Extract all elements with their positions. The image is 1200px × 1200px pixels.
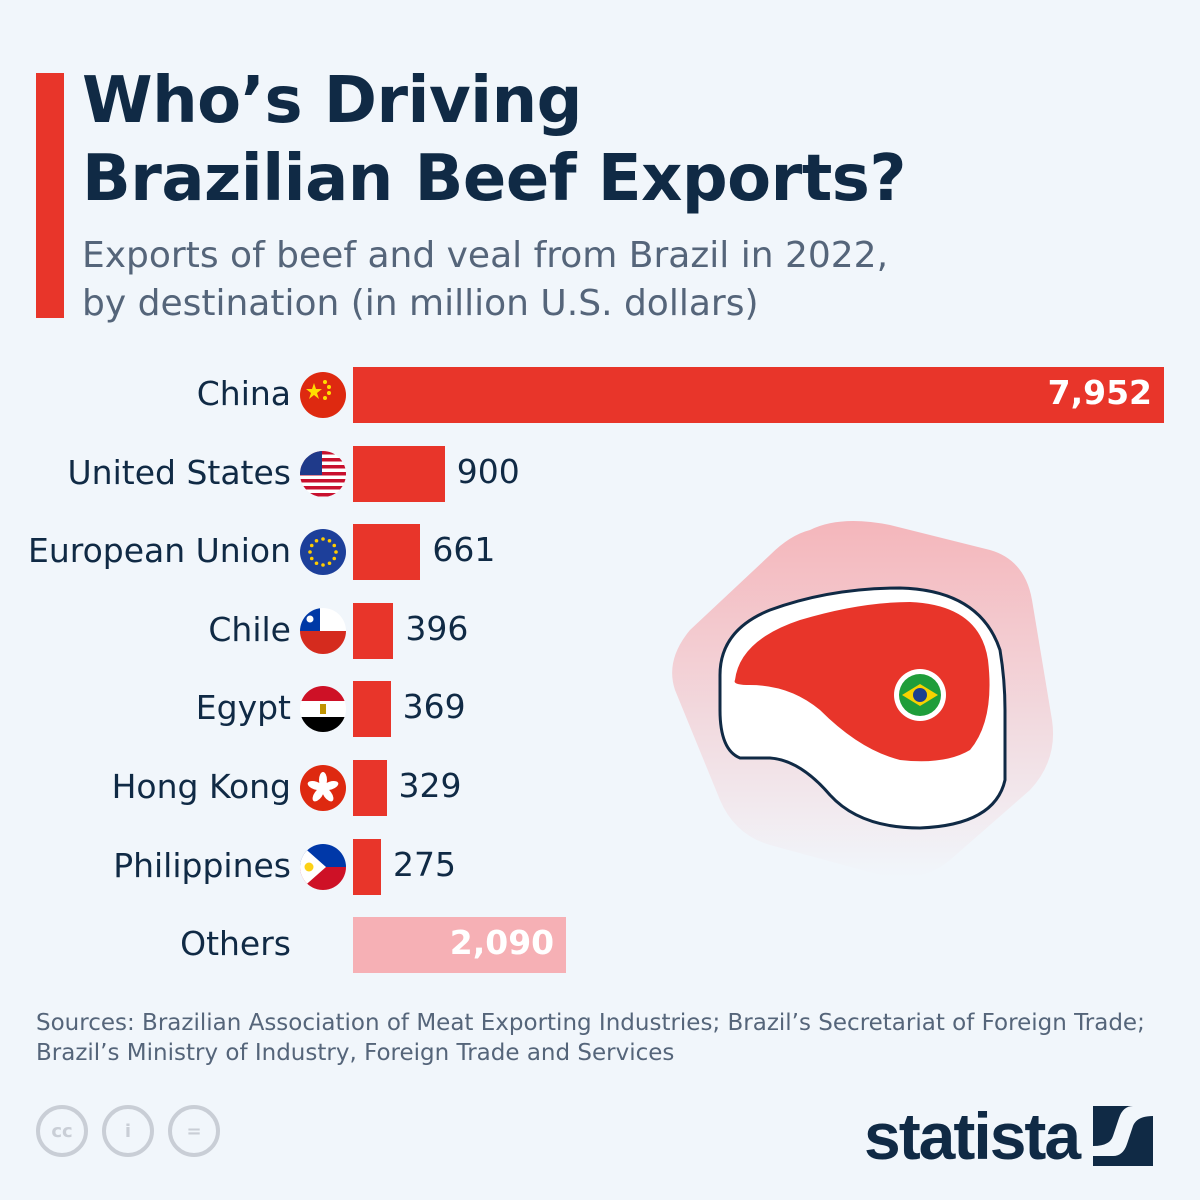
title-accent-bar bbox=[36, 73, 64, 318]
bar-0 bbox=[353, 367, 1164, 423]
page-title: Who’s Driving Brazilian Beef Exports? bbox=[82, 62, 907, 218]
value-label: 329 bbox=[398, 766, 462, 805]
statista-logo-icon bbox=[1093, 1106, 1154, 1166]
eu-flag-icon bbox=[300, 529, 346, 576]
philippines-flag-icon bbox=[300, 843, 346, 890]
bar-chart: China 7,952 United States 900 European Union… bbox=[27, 367, 1164, 974]
value-label: 7,952 bbox=[1047, 373, 1152, 412]
category-label: Philippines bbox=[113, 845, 291, 885]
sources-line-2: Brazil’s Ministry of Industry, Foreign T… bbox=[36, 1040, 675, 1066]
value-label: 275 bbox=[393, 844, 457, 884]
category-label: United States bbox=[67, 452, 291, 492]
statista-logo[interactable]: statista bbox=[864, 1098, 1154, 1174]
statista-wordmark: statista bbox=[864, 1099, 1081, 1173]
subtitle-line-2: by destination (in million U.S. dollars) bbox=[82, 283, 759, 324]
bar-6 bbox=[353, 838, 382, 895]
bar-7 bbox=[353, 917, 567, 974]
value-label: 900 bbox=[456, 451, 520, 491]
chile-flag-icon bbox=[300, 607, 346, 654]
category-label: China bbox=[196, 374, 291, 413]
category-label: Chile bbox=[208, 609, 291, 649]
attribution-icon[interactable]: i bbox=[102, 1105, 154, 1157]
title-line-2: Brazilian Beef Exports? bbox=[82, 142, 907, 216]
title-line-1: Who’s Driving bbox=[82, 64, 582, 138]
steak-meat bbox=[734, 602, 990, 762]
category-label: Egypt bbox=[195, 688, 291, 728]
sources-note: Sources: Brazilian Association of Meat E… bbox=[36, 1008, 1145, 1068]
china-flag-icon bbox=[300, 372, 346, 418]
usa-flag-icon bbox=[300, 450, 346, 497]
egypt-flag-icon bbox=[300, 686, 346, 733]
license-icons: cc i = bbox=[36, 1105, 220, 1157]
bar-1 bbox=[353, 445, 445, 502]
sources-line-1: Sources: Brazilian Association of Meat E… bbox=[36, 1010, 1145, 1036]
bar-5 bbox=[353, 760, 387, 816]
category-label: Others bbox=[180, 924, 291, 964]
creative-commons-icon[interactable]: cc bbox=[36, 1105, 88, 1157]
hong-kong-flag-icon bbox=[300, 765, 346, 811]
category-label: European Union bbox=[27, 531, 291, 571]
bar-2 bbox=[353, 524, 421, 581]
subtitle-line-1: Exports of beef and veal from Brazil in … bbox=[82, 235, 889, 276]
no-derivatives-icon[interactable]: = bbox=[168, 1105, 220, 1157]
bar-4 bbox=[353, 681, 391, 738]
value-label: 369 bbox=[402, 687, 466, 727]
category-label: Hong Kong bbox=[111, 767, 291, 806]
value-label: 2,090 bbox=[449, 923, 555, 963]
brazil-steak-illustration bbox=[672, 521, 1054, 878]
value-label: 661 bbox=[432, 530, 496, 570]
subtitle: Exports of beef and veal from Brazil in … bbox=[82, 232, 888, 328]
bar-3 bbox=[353, 602, 394, 659]
value-label: 396 bbox=[405, 608, 469, 648]
